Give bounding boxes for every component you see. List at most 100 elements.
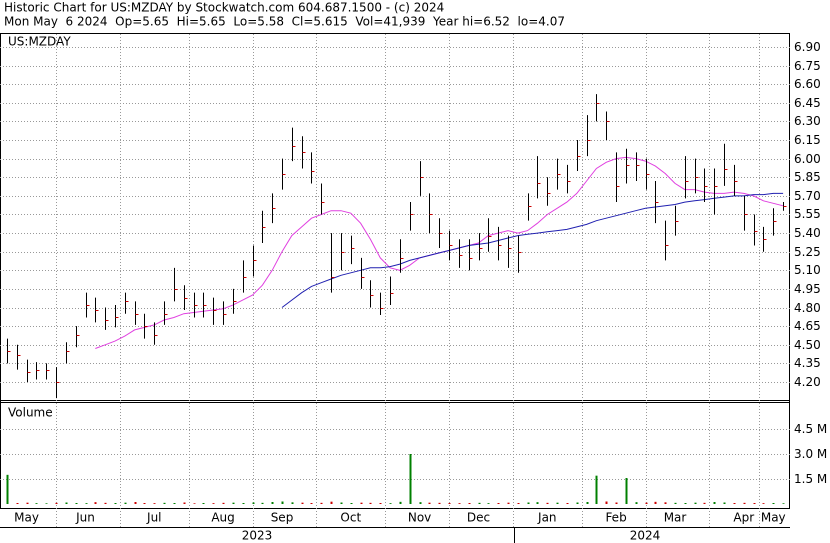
y-tick-label: 4.35 xyxy=(794,356,821,370)
y-tick-label: 4.50 xyxy=(794,338,821,352)
x-tick-label: Nov xyxy=(408,511,431,525)
volume-bar xyxy=(635,502,638,504)
volume-bar xyxy=(615,502,618,504)
volume-bar xyxy=(762,503,765,504)
volume-bar xyxy=(772,503,775,504)
volume-bar xyxy=(6,474,9,504)
year-label: 2024 xyxy=(630,529,661,543)
y-tick-label: 6.90 xyxy=(794,40,821,54)
volume-bar xyxy=(566,503,569,504)
volume-bar xyxy=(26,502,29,504)
volume-bar xyxy=(399,501,402,504)
y-tick-label: 4.20 xyxy=(794,375,821,389)
volume-bar xyxy=(310,503,313,504)
volume-bar xyxy=(173,503,176,504)
volume-bar xyxy=(645,502,648,504)
chart-title: Historic Chart for US:MZDAY by Stockwatc… xyxy=(4,1,444,15)
volume-tick-label: 1.5 M xyxy=(794,472,827,486)
x-tick-label: Sep xyxy=(271,511,294,525)
volume-bar xyxy=(576,502,579,504)
y-tick-label: 6.30 xyxy=(794,114,821,128)
symbol-label: US:MZDAY xyxy=(8,35,71,49)
volume-bar xyxy=(497,503,500,504)
volume-tick-label: 3.0 M xyxy=(794,447,827,461)
volume-bar xyxy=(419,502,422,504)
volume-bar xyxy=(782,503,785,504)
volume-bar xyxy=(625,478,628,504)
y-tick-label: 5.55 xyxy=(794,207,821,221)
volume-bar xyxy=(684,503,687,504)
x-tick-label: May xyxy=(761,511,786,525)
volume-bar xyxy=(458,503,461,504)
x-tick-label: Apr xyxy=(733,511,754,525)
volume-bar xyxy=(468,503,471,504)
volume-bar xyxy=(85,503,88,504)
volume-bar xyxy=(212,503,215,504)
volume-bar xyxy=(674,502,677,504)
y-tick-label: 6.75 xyxy=(794,59,821,73)
volume-bar xyxy=(252,502,255,504)
volume-bar xyxy=(478,502,481,504)
volume-bar xyxy=(654,501,657,504)
volume-bar xyxy=(261,502,264,504)
volume-bar xyxy=(595,475,598,504)
y-tick-label: 5.70 xyxy=(794,189,821,203)
volume-bar xyxy=(16,503,19,504)
volume-bar xyxy=(242,503,245,504)
moving-average-long xyxy=(281,192,784,308)
volume-bar xyxy=(193,503,196,504)
volume-bar xyxy=(664,502,667,504)
volume-bar xyxy=(379,503,382,504)
volume-bar xyxy=(35,503,38,504)
volume-bar xyxy=(340,502,343,504)
volume-bar xyxy=(703,502,706,504)
volume-bar xyxy=(487,503,490,504)
y-tick-label: 6.60 xyxy=(794,77,821,91)
volume-bar xyxy=(55,502,58,504)
volume-bar xyxy=(301,502,304,504)
volume-bar xyxy=(45,503,48,504)
volume-bar xyxy=(124,502,127,504)
volume-bar xyxy=(369,502,372,504)
y-tick-label: 6.00 xyxy=(794,152,821,166)
volume-bar xyxy=(517,503,520,504)
volume-bar xyxy=(360,502,363,504)
y-tick-label: 5.40 xyxy=(794,226,821,240)
volume-bar xyxy=(507,502,510,504)
volume-bar xyxy=(753,503,756,504)
y-tick-label: 4.65 xyxy=(794,319,821,333)
x-tick-label: Jan xyxy=(537,511,557,525)
y-tick-label: 6.15 xyxy=(794,133,821,147)
year-label: 2023 xyxy=(242,529,273,543)
volume-bar xyxy=(143,503,146,504)
volume-bar xyxy=(202,503,205,504)
volume-tick-label: 4.5 M xyxy=(794,422,827,436)
volume-bar xyxy=(694,502,697,504)
x-tick-label: Jun xyxy=(75,511,95,525)
x-tick-label: Aug xyxy=(211,511,234,525)
volume-bar xyxy=(163,502,166,504)
y-tick-label: 5.25 xyxy=(794,245,821,259)
volume-bar xyxy=(713,502,716,504)
volume-label: Volume xyxy=(8,406,53,420)
volume-bar xyxy=(723,502,726,504)
y-tick-label: 4.80 xyxy=(794,301,821,315)
volume-bar xyxy=(438,502,441,504)
x-tick-label: Mar xyxy=(664,511,687,525)
x-tick-label: May xyxy=(14,511,39,525)
x-tick-label: Dec xyxy=(467,511,490,525)
volume-bar xyxy=(114,503,117,504)
volume-bar xyxy=(527,502,530,504)
x-tick-label: Jul xyxy=(146,511,161,525)
volume-bar xyxy=(743,502,746,504)
volume-bar xyxy=(605,501,608,504)
volume-bar xyxy=(320,502,323,504)
volume-bar xyxy=(65,502,68,504)
volume-bar xyxy=(546,502,549,504)
volume-bar xyxy=(733,503,736,504)
volume-bar xyxy=(586,502,589,504)
volume-bar xyxy=(281,501,284,504)
volume-bar xyxy=(183,502,186,504)
y-tick-label: 6.45 xyxy=(794,96,821,110)
